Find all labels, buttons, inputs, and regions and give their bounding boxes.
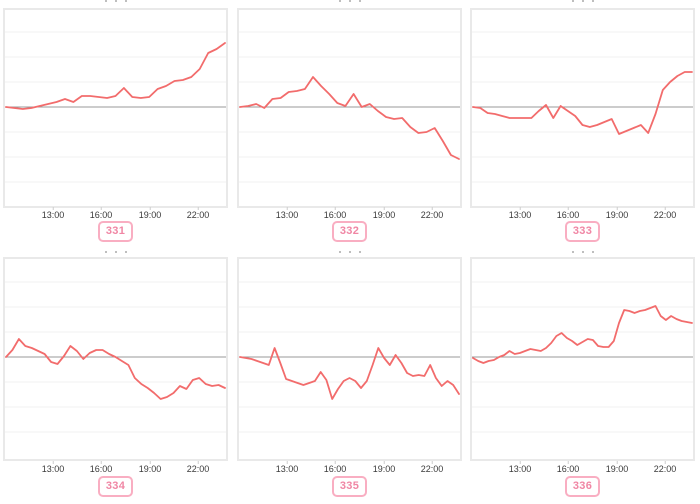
clipped-title-marks: [470, 0, 695, 4]
badge-row: 333: [470, 221, 695, 242]
x-axis-labels: 13:00 16:00 19:00 22:00: [470, 207, 695, 222]
x-axis-labels: 13:00 16:00 19:00 22:00: [237, 207, 462, 222]
clipped-title-marks: [237, 0, 462, 4]
x-tick-label: 19:00: [372, 207, 396, 220]
badge-row: 332: [237, 221, 462, 242]
badge-row: 331: [3, 221, 228, 242]
x-tick-label: 22:00: [653, 461, 677, 474]
line-chart-svg: [472, 31, 693, 183]
chart-panel: [3, 8, 228, 208]
chart-panel: [237, 257, 462, 461]
x-tick-label: 13:00: [508, 461, 532, 474]
chart-id-badge[interactable]: 336: [564, 476, 601, 497]
chart-id-badge[interactable]: 333: [564, 221, 601, 242]
x-tick-label: 22:00: [420, 207, 444, 220]
x-tick-label: 19:00: [605, 207, 629, 220]
x-tick-label: 19:00: [372, 461, 396, 474]
x-tick-label: 16:00: [323, 207, 347, 220]
line-chart-svg: [472, 281, 693, 433]
x-tick-label: 19:00: [138, 461, 162, 474]
chart-id-badge[interactable]: 331: [97, 221, 134, 242]
clipped-title-marks: [470, 251, 695, 255]
x-tick-label: 13:00: [508, 207, 532, 220]
clipped-title-marks: [3, 0, 228, 4]
x-axis-labels: 13:00 16:00 19:00 22:00: [3, 207, 228, 222]
badge-row: 334: [3, 476, 228, 497]
clipped-title-marks: [3, 251, 228, 255]
badge-row: 335: [237, 476, 462, 497]
x-axis-labels: 13:00 16:00 19:00 22:00: [237, 461, 462, 476]
badge-row: 336: [470, 476, 695, 497]
x-tick-label: 16:00: [89, 461, 113, 474]
clipped-title-marks: [237, 251, 462, 255]
x-tick-label: 22:00: [420, 461, 444, 474]
x-tick-label: 13:00: [41, 461, 65, 474]
x-tick-label: 19:00: [605, 461, 629, 474]
x-tick-label: 22:00: [653, 207, 677, 220]
x-tick-label: 13:00: [41, 207, 65, 220]
x-tick-label: 16:00: [556, 461, 580, 474]
line-chart-svg: [5, 281, 226, 433]
x-axis-labels: 13:00 16:00 19:00 22:00: [470, 461, 695, 476]
line-chart-svg: [239, 31, 460, 183]
line-chart-svg: [5, 31, 226, 183]
chart-id-badge[interactable]: 332: [331, 221, 368, 242]
chart-panel: [470, 257, 695, 461]
x-tick-label: 22:00: [186, 207, 210, 220]
x-tick-label: 16:00: [323, 461, 347, 474]
chart-id-badge[interactable]: 335: [331, 476, 368, 497]
x-tick-label: 19:00: [138, 207, 162, 220]
x-tick-label: 16:00: [89, 207, 113, 220]
x-tick-label: 13:00: [275, 461, 299, 474]
chart-panel: [470, 8, 695, 208]
chart-panel: [3, 257, 228, 461]
chart-id-badge[interactable]: 334: [97, 476, 134, 497]
line-chart-svg: [239, 281, 460, 433]
x-tick-label: 22:00: [186, 461, 210, 474]
x-axis-labels: 13:00 16:00 19:00 22:00: [3, 461, 228, 476]
x-tick-label: 13:00: [275, 207, 299, 220]
x-tick-label: 16:00: [556, 207, 580, 220]
chart-panel: [237, 8, 462, 208]
